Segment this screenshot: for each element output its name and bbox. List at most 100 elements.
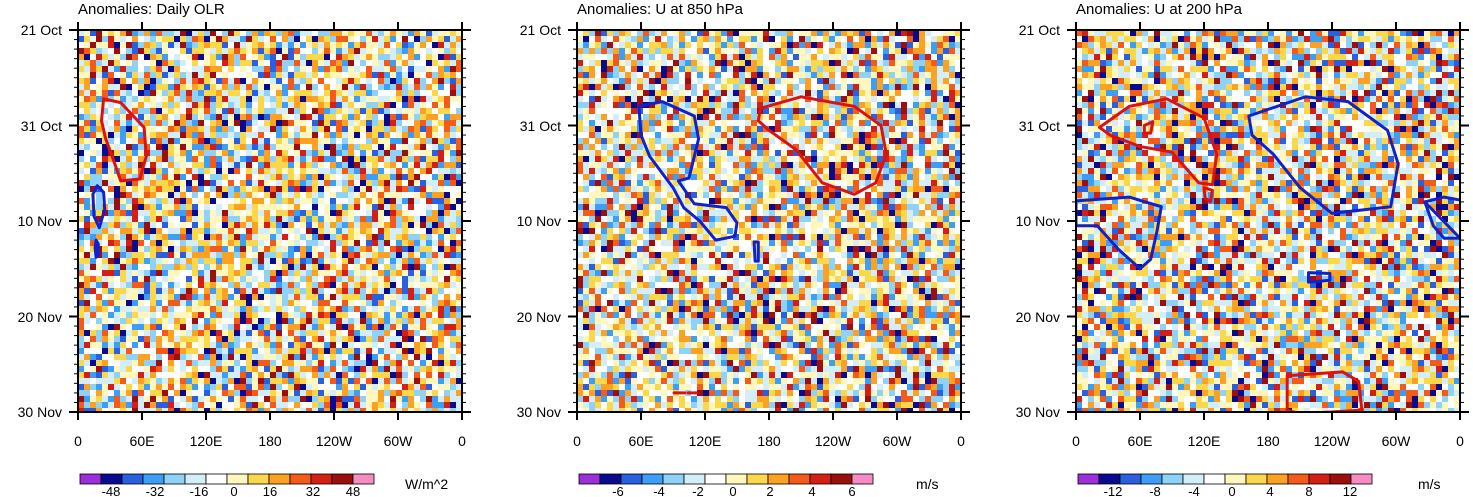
heatmap-cell (240, 48, 247, 55)
heatmap-cell (294, 60, 301, 67)
heatmap-cell (126, 330, 133, 337)
heatmap-cell (270, 48, 277, 55)
heatmap-cell (661, 96, 668, 103)
heatmap-cell (186, 222, 193, 229)
heatmap-cell (264, 408, 271, 412)
heatmap-cell (661, 72, 668, 79)
heatmap-cell (402, 66, 409, 73)
heatmap-cell (643, 54, 650, 61)
heatmap-cell (156, 246, 163, 253)
heatmap-cell (306, 192, 313, 199)
heatmap-cell (246, 114, 253, 121)
heatmap-cell (727, 78, 734, 85)
heatmap-cell (348, 264, 355, 271)
heatmap-cell (276, 96, 283, 103)
heatmap-cell (396, 390, 403, 397)
heatmap-cell (342, 282, 349, 289)
heatmap-cell (745, 78, 752, 85)
heatmap-cell (108, 204, 115, 211)
heatmap-cell (432, 396, 439, 403)
heatmap-cell (354, 174, 361, 181)
heatmap-cell (306, 54, 313, 61)
heatmap-cell (138, 234, 145, 241)
heatmap-cell (246, 342, 253, 349)
heatmap-cell (739, 60, 746, 67)
heatmap-cell (901, 84, 908, 91)
heatmap-cell (90, 162, 97, 169)
heatmap-cell (144, 90, 151, 97)
heatmap-cell (336, 306, 343, 313)
heatmap-cell (390, 234, 397, 241)
heatmap-cell (955, 60, 961, 67)
heatmap-cell (300, 234, 307, 241)
heatmap-cell (450, 342, 457, 349)
heatmap-cell (354, 132, 361, 139)
heatmap-cell (342, 132, 349, 139)
heatmap-cell (168, 132, 175, 139)
heatmap-cell (132, 270, 139, 277)
heatmap-cell (306, 282, 313, 289)
heatmap-cell (108, 114, 115, 121)
heatmap-cell (396, 336, 403, 343)
heatmap-cell (114, 258, 121, 265)
heatmap-cell (222, 384, 229, 391)
heatmap-cell (408, 294, 415, 301)
heatmap-cell (210, 252, 217, 259)
heatmap-cell (210, 378, 217, 385)
heatmap-cell (132, 324, 139, 331)
heatmap-cell (180, 96, 187, 103)
heatmap-cell (324, 228, 331, 235)
x-tick-label: 120W (316, 433, 353, 449)
heatmap-cell (607, 42, 614, 49)
heatmap-cell (456, 66, 462, 73)
heatmap-cell (444, 78, 451, 85)
heatmap-cell (252, 294, 259, 301)
heatmap-cell (420, 324, 427, 331)
heatmap-cell (330, 282, 337, 289)
heatmap-cell (276, 192, 283, 199)
heatmap-cell (270, 54, 277, 61)
heatmap-cell (252, 144, 259, 151)
heatmap-cell (102, 162, 109, 169)
heatmap-cell (841, 66, 848, 73)
heatmap-cell (174, 366, 181, 373)
heatmap-cell (144, 312, 151, 319)
heatmap-cell (108, 300, 115, 307)
heatmap-cell (907, 30, 914, 37)
heatmap-cell (240, 336, 247, 343)
heatmap-cell (342, 180, 349, 187)
heatmap-cell (829, 60, 836, 67)
heatmap-cell (420, 318, 427, 325)
heatmap-cell (438, 120, 445, 127)
heatmap-cell (84, 120, 91, 127)
contour-line (93, 238, 100, 259)
heatmap-cell (222, 42, 229, 49)
heatmap-cell (324, 36, 331, 43)
heatmap-cell (601, 36, 608, 43)
heatmap-cell (300, 30, 307, 37)
heatmap-cell (78, 192, 85, 199)
heatmap-cell (246, 270, 253, 277)
heatmap-cell (420, 114, 427, 121)
heatmap-cell (396, 246, 403, 253)
heatmap-cell (126, 372, 133, 379)
heatmap-cell (372, 30, 379, 37)
heatmap-cell (288, 144, 295, 151)
heatmap-cell (294, 378, 301, 385)
heatmap-cell (925, 78, 932, 85)
heatmap-cell (120, 132, 127, 139)
heatmap-cell (949, 36, 956, 43)
heatmap-cell (84, 300, 91, 307)
heatmap-cell (150, 258, 157, 265)
heatmap-cell (276, 234, 283, 241)
heatmap-cell (372, 84, 379, 91)
heatmap-cell (739, 84, 746, 91)
heatmap-cell (120, 84, 127, 91)
heatmap-cell (330, 300, 337, 307)
heatmap-cell (342, 330, 349, 337)
heatmap-cell (396, 252, 403, 259)
heatmap-cell (414, 366, 421, 373)
heatmap-cell (204, 174, 211, 181)
heatmap-cell (240, 222, 247, 229)
heatmap-cell (180, 240, 187, 247)
